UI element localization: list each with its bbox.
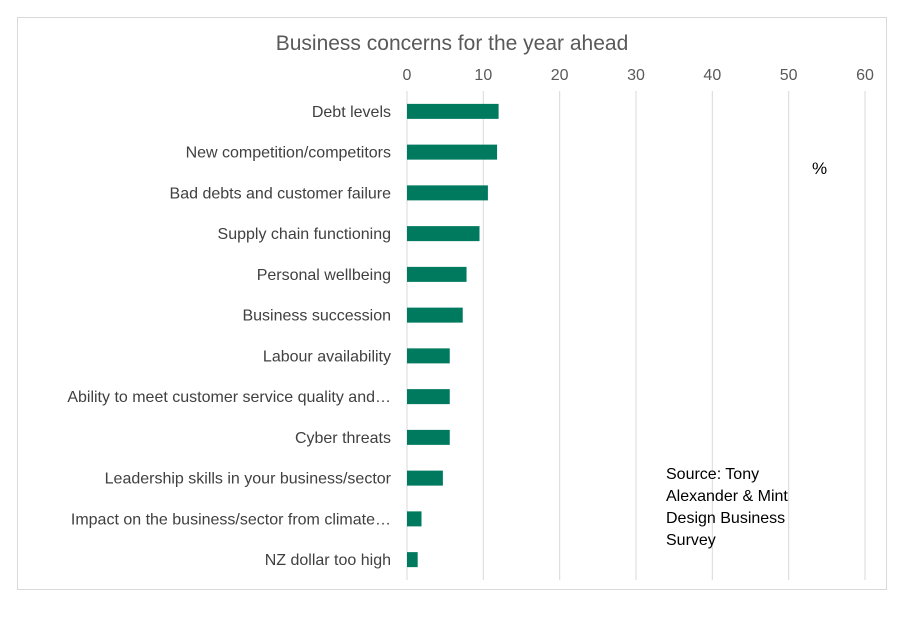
category-label: New competition/competitors xyxy=(186,145,391,162)
chart-frame: Business concerns for the year ahead 0 10… xyxy=(17,17,887,590)
unit-label: % xyxy=(812,159,827,178)
bar xyxy=(407,226,480,242)
x-tick-label: 60 xyxy=(856,67,874,84)
bar xyxy=(407,144,498,160)
bar xyxy=(407,103,499,119)
bar xyxy=(407,307,463,323)
bars xyxy=(407,103,499,568)
bar xyxy=(407,429,450,445)
source-note-line: Design Business xyxy=(666,510,785,527)
category-label: Cyber threats xyxy=(295,430,391,447)
x-tick-label: 50 xyxy=(780,67,798,84)
bar xyxy=(407,266,467,282)
category-label: NZ dollar too high xyxy=(265,552,391,569)
category-label: Ability to meet customer service quality… xyxy=(67,389,391,406)
bar xyxy=(407,552,418,568)
x-tick-label: 20 xyxy=(551,67,569,84)
bar xyxy=(407,511,422,527)
chart-svg: Business concerns for the year ahead 0 10… xyxy=(67,32,874,580)
bar xyxy=(407,185,488,201)
source-note: Source: Tony Alexander & Mint Design Busin… xyxy=(666,466,788,549)
x-tick-label: 0 xyxy=(403,67,412,84)
category-label: Personal wellbeing xyxy=(257,267,391,284)
bar xyxy=(407,389,450,405)
x-axis-ticks: 0 10 20 30 40 50 60 xyxy=(403,67,874,84)
category-label: Supply chain functioning xyxy=(218,226,391,243)
x-tick-label: 40 xyxy=(703,67,721,84)
category-labels: Debt levels New competition/competitors Ba… xyxy=(67,104,391,569)
gridlines xyxy=(406,91,866,580)
category-label: Leadership skills in your business/secto… xyxy=(105,471,392,488)
category-label: Debt levels xyxy=(312,104,391,121)
category-label: Impact on the business/sector from clima… xyxy=(71,511,391,528)
bar xyxy=(407,348,450,364)
category-label: Labour availability xyxy=(263,348,391,365)
category-label: Business succession xyxy=(242,308,391,325)
source-note-line: Source: Tony xyxy=(666,466,759,483)
source-note-line: Survey xyxy=(666,532,716,549)
source-note-line: Alexander & Mint xyxy=(666,488,788,505)
x-tick-label: 30 xyxy=(627,67,645,84)
bar xyxy=(407,470,443,486)
x-tick-label: 10 xyxy=(474,67,492,84)
category-label: Bad debts and customer failure xyxy=(170,185,392,202)
chart-title: Business concerns for the year ahead xyxy=(276,32,629,55)
